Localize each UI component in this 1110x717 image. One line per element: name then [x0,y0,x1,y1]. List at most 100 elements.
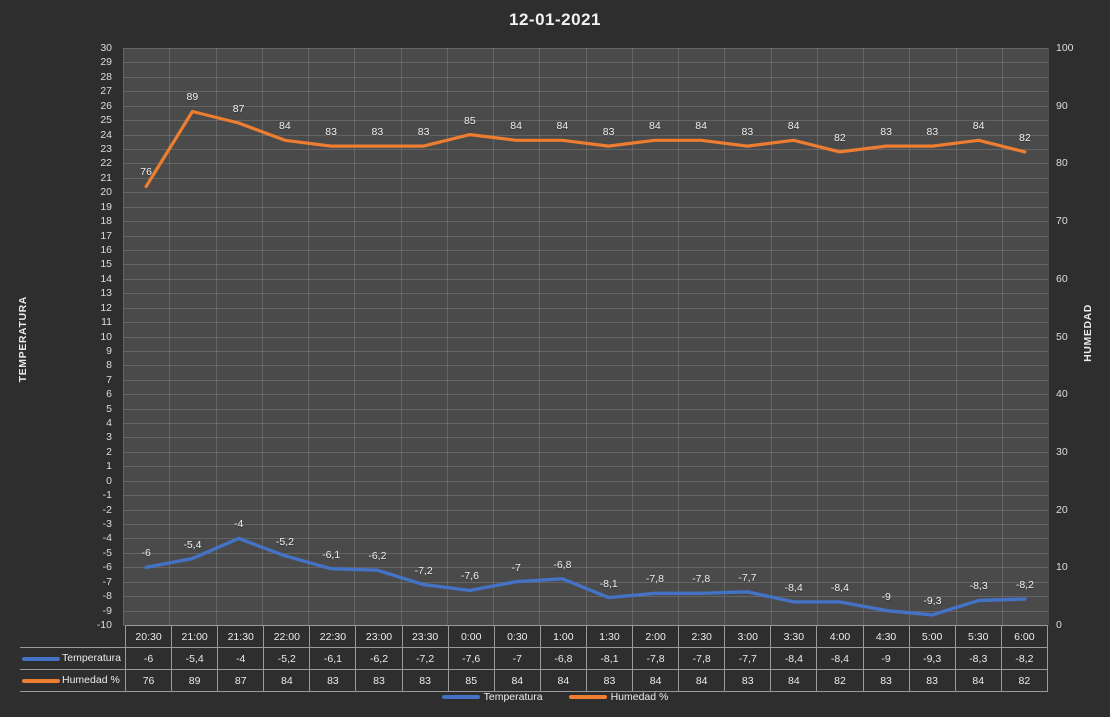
y-tick-label-left: 15 [100,258,112,271]
gridline-horizontal [123,452,1048,453]
table-cell: 84 [678,669,726,692]
y-tick-label-right: 90 [1056,99,1068,112]
table-cell: -6,8 [539,647,587,670]
y-tick-label-left: 1 [106,460,112,473]
table-cell: 83 [862,669,910,692]
gridline-vertical [262,48,263,625]
gridline-horizontal [123,510,1048,511]
y-tick-label-left: 7 [106,373,112,386]
y-tick-label-left: 30 [100,42,112,54]
y-tick-label-right: 50 [1056,330,1068,343]
y-tick-label-left: 16 [100,243,112,256]
data-label-temperature: -7,7 [738,571,757,584]
table-cell: 82 [1000,669,1049,692]
table-column-header: 6:00 [1000,625,1049,648]
data-label-humidity: 83 [371,126,384,139]
gridline-horizontal [123,524,1048,525]
y-tick-label-left: 11 [101,316,112,329]
legend-item[interactable]: Temperatura [441,691,543,703]
gridline-vertical [493,48,494,625]
data-label-temperature: -9,3 [923,594,942,607]
table-cell: 84 [954,669,1002,692]
gridline-horizontal [123,481,1048,482]
data-label-humidity: 84 [556,120,569,133]
gridline-horizontal [123,77,1048,78]
data-label-temperature: -7,8 [645,573,664,586]
data-label-temperature: -8,3 [969,580,988,593]
data-label-humidity: 84 [787,120,800,133]
chart-title: 12-01-2021 [509,10,601,29]
gridline-vertical [169,48,170,625]
gridline-horizontal [123,221,1048,222]
gridline-vertical [539,48,540,625]
table-cell: 83 [355,669,403,692]
table-column-header: 3:00 [724,625,772,648]
y-tick-label-left: 20 [100,186,112,199]
table-row: Humedad % 76 89 87 84 83 83 83 85 84 84 83 84 84 83 84 8… [20,669,1049,692]
table-cell: 87 [217,669,265,692]
y-tick-label-right: 80 [1056,157,1068,170]
y-tick-label-left: -3 [102,518,112,531]
table-column-header: 2:30 [678,625,726,648]
gridline-horizontal [123,62,1048,63]
table-column-header: 20:30 [124,625,173,648]
y-tick-label-left: 14 [100,272,112,285]
data-label-temperature: -6,8 [553,558,572,571]
table-cell: -7,2 [401,647,449,670]
gridline-vertical [354,48,355,625]
gridline-vertical [1048,48,1049,625]
data-label-humidity: 82 [834,131,846,144]
table-cell: -9 [862,647,910,670]
y-tick-label-left: 22 [100,157,112,170]
gridline-horizontal [123,437,1048,438]
gridline-horizontal [123,163,1048,164]
gridline-horizontal [123,423,1048,424]
table-cell: 84 [632,669,680,692]
data-label-temperature: -8,4 [830,581,849,594]
y-tick-label-left: -2 [102,503,112,516]
table-cell: -6,1 [309,647,357,670]
table-cell: -4 [217,647,265,670]
gridline-vertical [216,48,217,625]
data-label-humidity: 83 [417,126,430,139]
data-label-temperature: -8,1 [599,577,618,590]
data-label-humidity: 83 [325,126,337,139]
y-axis-right-ticks: 100 90 80 70 60 50 40 30 20 10 0 [1056,0,1110,717]
gridline-vertical [817,48,818,625]
y-tick-label-left: 0 [106,474,112,487]
table-cell: -8,4 [816,647,864,670]
table-cell: -6 [124,647,173,670]
table-cell: 83 [724,669,772,692]
y-tick-label-left: 19 [100,200,112,213]
table-cell: 84 [263,669,311,692]
gridline-horizontal [123,279,1048,280]
y-tick-label-left: 26 [100,99,112,112]
y-tick-label-left: -7 [102,575,112,588]
table-column-header: 4:00 [816,625,864,648]
table-cell: -7,7 [724,647,772,670]
series-lines [144,109,1027,617]
data-label-humidity: 83 [741,126,754,139]
table-cell: -8,3 [954,647,1002,670]
gridline-horizontal [123,322,1048,323]
data-label-humidity: 83 [880,126,892,139]
table-cell: 83 [309,669,357,692]
y-tick-label-left: 3 [106,431,112,444]
gridline-vertical [863,48,864,625]
y-tick-label-left: 23 [100,142,112,155]
gridline-vertical [447,48,448,625]
legend-item[interactable]: Humedad % [568,691,668,703]
table-row-header: Temperatura [20,647,126,670]
gridline-horizontal [123,337,1048,338]
data-label-humidity: 84 [695,120,707,133]
gridline-horizontal [123,409,1048,410]
gridline-horizontal [123,394,1048,395]
table-cell: -8,4 [770,647,818,670]
y-tick-label-right: 10 [1056,561,1068,574]
data-label-temperature: -5,4 [183,538,202,551]
table-column-header: 22:00 [263,625,311,648]
gridline-horizontal [123,293,1048,294]
data-label-temperature: -9 [881,590,891,603]
gridline-vertical [909,48,910,625]
table-column-header: 5:00 [908,625,956,648]
